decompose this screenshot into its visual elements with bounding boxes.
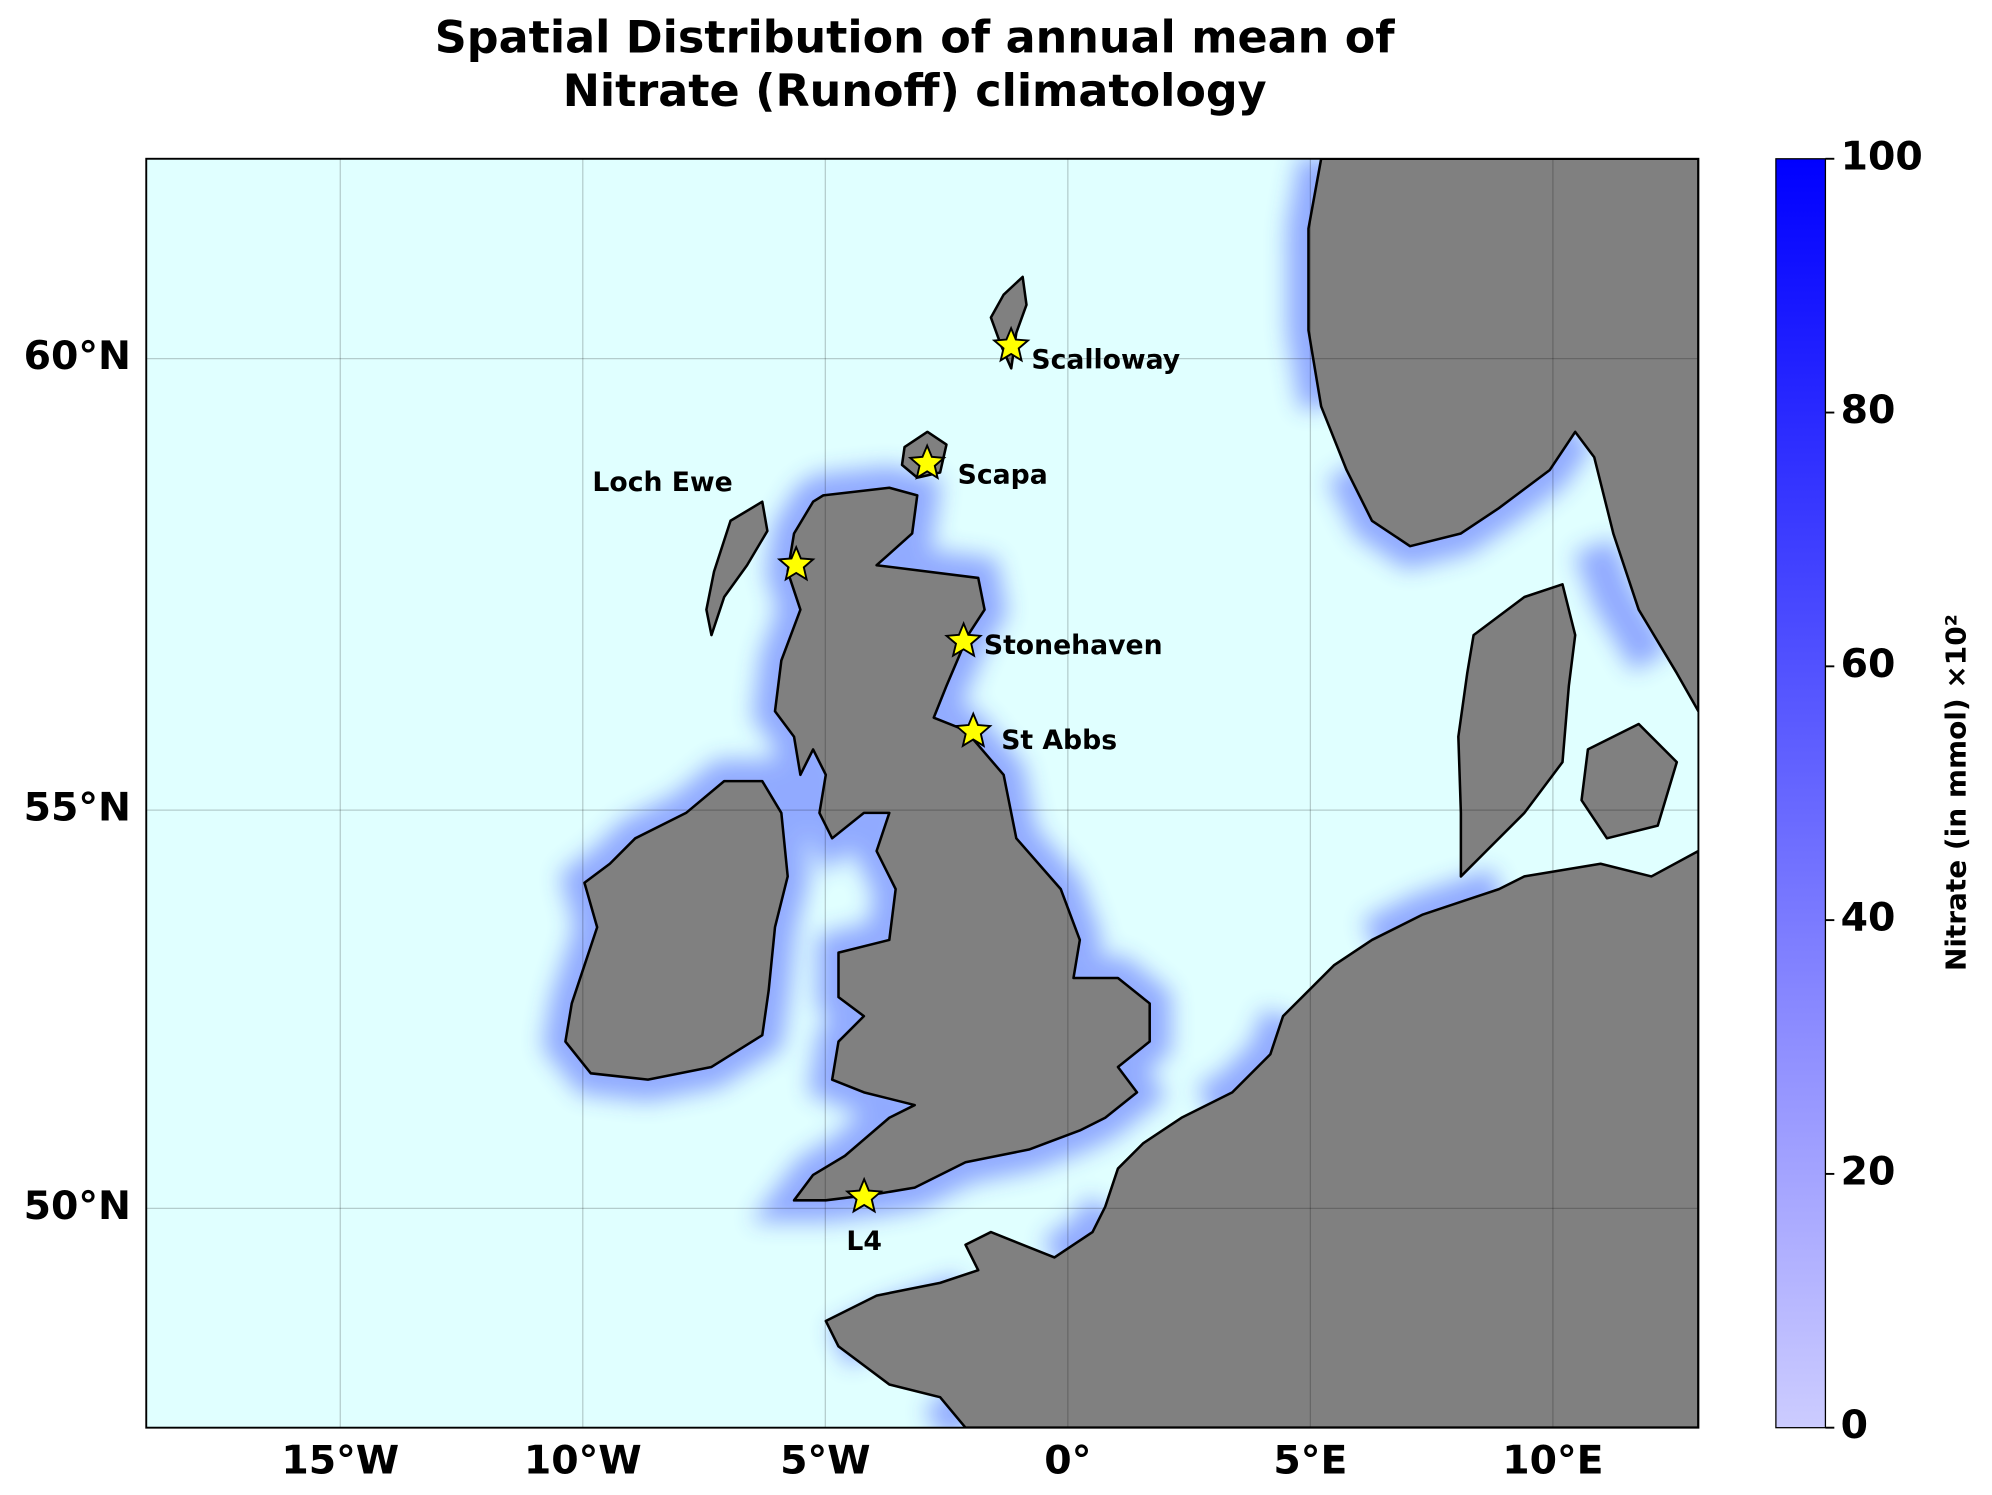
title-line: Spatial Distribution of annual mean of	[435, 13, 1395, 64]
station-marker	[907, 443, 947, 480]
y-tick-label: 55°N	[24, 785, 131, 831]
zealand	[1580, 722, 1679, 840]
map-area	[146, 158, 1699, 1428]
x-tick-label: 10°E	[1502, 1438, 1603, 1484]
y-tick-label: 60°N	[24, 333, 131, 379]
station-label: Scapa	[958, 460, 1048, 491]
x-tick-label: 0°	[1044, 1438, 1091, 1484]
x-tick-label: 5°W	[780, 1438, 870, 1484]
x-tick-label: 5°E	[1273, 1438, 1347, 1484]
great-britain	[773, 486, 1151, 1202]
station-marker	[954, 711, 993, 748]
station-marker	[991, 325, 1031, 363]
colorbar-tick-label: 80	[1841, 387, 1896, 433]
map-frame	[145, 157, 1700, 1429]
x-tick-label: 15°W	[281, 1438, 399, 1484]
colorbar-tick-label: 40	[1841, 895, 1896, 941]
title-line: Nitrate (Runoff) climatology	[563, 66, 1267, 117]
colorbar-tick-label: 0	[1841, 1402, 1868, 1448]
colorbar-label: Nitrate (in mmol) ×10²	[1940, 614, 1973, 971]
hebrides	[705, 500, 769, 637]
continental-europe	[824, 849, 1699, 1428]
station-marker	[944, 621, 983, 658]
station-label: L4	[846, 1226, 882, 1257]
station-label: Stonehaven	[984, 630, 1163, 661]
station-marker	[844, 1176, 884, 1214]
x-tick-label: 10°W	[524, 1438, 642, 1484]
grid	[146, 158, 1699, 1428]
denmark	[1457, 583, 1577, 878]
station-label: St Abbs	[1001, 725, 1117, 756]
colorbar-tick-label: 100	[1841, 133, 1923, 179]
y-tick-label: 50°N	[24, 1183, 131, 1229]
colorbar-tick-label: 20	[1841, 1148, 1896, 1194]
station-label: Scalloway	[1031, 345, 1180, 376]
colorbar	[1775, 158, 1827, 1429]
colorbar-tick-label: 60	[1841, 641, 1896, 687]
station-label: Loch Ewe	[592, 467, 732, 498]
ireland	[564, 779, 789, 1081]
land	[564, 158, 1699, 1428]
scandinavia	[1307, 158, 1699, 713]
station-marker	[776, 544, 816, 582]
